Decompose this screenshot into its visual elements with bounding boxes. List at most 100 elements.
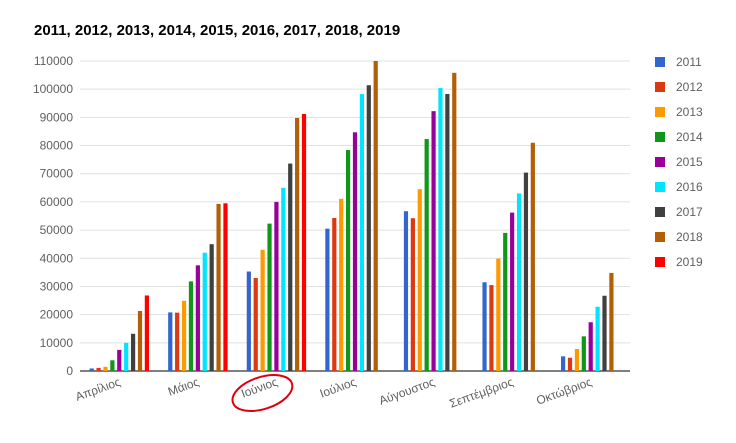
category-label: Σεπτέμβριος — [448, 375, 516, 411]
bar-2013 — [574, 349, 580, 371]
bar-2015 — [195, 265, 200, 371]
bar-2018 — [452, 72, 457, 371]
bar-2017 — [288, 163, 293, 371]
legend-label: 2016 — [676, 180, 703, 194]
highlight-ellipse — [231, 374, 294, 412]
bar-2018 — [137, 310, 143, 371]
y-tick-label: 30000 — [40, 279, 74, 293]
legend-swatch — [655, 57, 665, 67]
bar-2015 — [588, 322, 593, 371]
bar-2015 — [510, 212, 515, 371]
y-tick-label: 50000 — [40, 223, 74, 237]
legend-swatch — [655, 182, 665, 192]
bar-2013 — [339, 198, 344, 371]
bar-2015 — [352, 132, 358, 371]
bar-2013 — [417, 189, 422, 371]
bar-2016 — [124, 342, 129, 371]
legend-swatch — [655, 207, 665, 217]
bar-2015 — [117, 349, 122, 371]
legend-swatch — [655, 132, 665, 142]
bar-2017 — [445, 93, 450, 371]
category-label: Ιούλιος — [318, 375, 358, 401]
bar-2018 — [609, 272, 614, 371]
bar-2016 — [595, 306, 600, 371]
bar-2011 — [89, 368, 94, 371]
legend: 2011 2012 2013 2014 2015 2016 2017 2018 2019 — [655, 55, 703, 269]
category-label: Ιούνιος — [239, 375, 279, 401]
bar-2013 — [103, 366, 108, 371]
bar-2017 — [209, 244, 214, 371]
bar-2018 — [373, 61, 378, 371]
bar-2012 — [489, 285, 494, 371]
bar-2018 — [530, 142, 535, 371]
bars — [89, 61, 614, 372]
bar-2011 — [246, 271, 251, 371]
bar-2019 — [301, 113, 307, 371]
y-tick-label: 20000 — [40, 308, 74, 322]
legend-swatch — [655, 257, 665, 267]
bar-2013 — [260, 249, 265, 371]
bar-2014 — [110, 360, 115, 371]
bar-2012 — [332, 217, 337, 371]
legend-swatch — [655, 232, 665, 242]
bar-2013 — [496, 258, 501, 371]
y-tick-label: 40000 — [40, 251, 74, 265]
y-tick-label: 60000 — [40, 195, 74, 209]
bar-2011 — [325, 228, 330, 371]
y-tick-label: 100000 — [33, 82, 73, 96]
legend-swatch — [655, 82, 665, 92]
y-tick-label: 110000 — [34, 54, 73, 68]
bar-2014 — [267, 223, 272, 371]
bar-2014 — [424, 139, 429, 371]
legend-label: 2014 — [676, 130, 703, 144]
bar-2016 — [202, 252, 207, 371]
bar-2014 — [503, 232, 508, 371]
bar-2017 — [602, 295, 607, 371]
category-label: Απρίλιος — [73, 375, 122, 404]
legend-label: 2012 — [676, 80, 703, 94]
y-axis-ticks: 0 10000 20000 30000 40000 50000 60000 70000 8000… — [33, 54, 73, 378]
legend-label: 2019 — [676, 255, 703, 269]
bar-2012 — [410, 218, 415, 371]
bar-2011 — [482, 282, 487, 371]
bar-2013 — [181, 300, 187, 371]
y-tick-label: 90000 — [40, 110, 74, 124]
category-label: Μάιος — [166, 375, 201, 399]
legend-label: 2013 — [676, 105, 703, 119]
legend-swatch — [655, 107, 665, 117]
legend-swatch — [655, 157, 665, 167]
bar-2014 — [581, 336, 586, 371]
legend-label: 2017 — [676, 205, 703, 219]
bar-2011 — [403, 211, 409, 371]
bar-2017 — [523, 172, 529, 371]
bar-2016 — [438, 88, 443, 372]
y-tick-label: 80000 — [40, 139, 74, 153]
bar-2014 — [188, 281, 194, 371]
chart-title: 2011, 2012, 2013, 2014, 2015, 2016, 2017… — [34, 22, 400, 39]
category-label: Οκτώβριος — [534, 375, 594, 408]
bar-2012 — [567, 357, 573, 371]
bar-2011 — [168, 312, 173, 371]
bar-2018 — [295, 117, 300, 372]
bar-2016 — [359, 93, 364, 371]
bar-2015 — [431, 111, 436, 371]
legend-label: 2018 — [676, 230, 703, 244]
bar-2017 — [366, 85, 371, 372]
x-axis-categories: Απρίλιος Μάιος Ιούνιος Ιούλιος Αύγουστος Σεπτ… — [73, 375, 593, 411]
bar-2012 — [96, 367, 101, 371]
y-tick-label: 0 — [66, 364, 73, 378]
category-label: Αύγουστος — [377, 375, 437, 408]
bar-2017 — [130, 333, 136, 371]
highlight-annotation — [231, 374, 294, 412]
y-tick-label: 70000 — [40, 167, 74, 181]
bar-2019 — [223, 203, 228, 371]
legend-label: 2011 — [676, 55, 702, 69]
bar-2019 — [144, 295, 149, 371]
bar-2015 — [274, 201, 279, 371]
bar-2012 — [253, 278, 258, 371]
bar-2016 — [281, 187, 286, 371]
bar-2018 — [216, 203, 221, 371]
bar-2016 — [516, 193, 522, 371]
